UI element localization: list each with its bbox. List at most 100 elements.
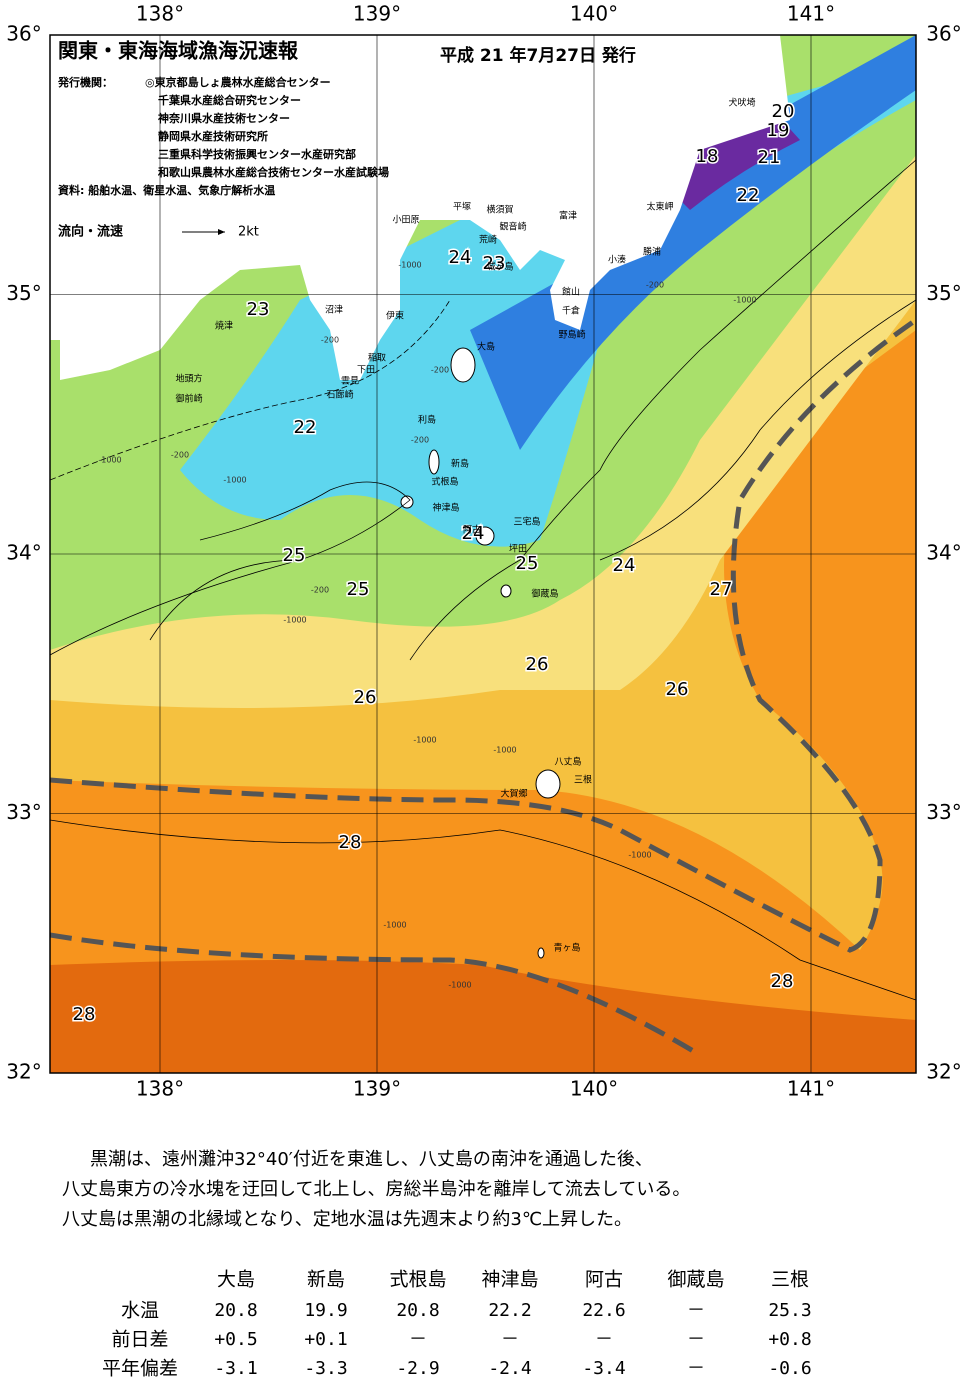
depth-label: -1000 [493,746,516,755]
table-cell: 25.3 [768,1300,811,1321]
table-cell: -2.9 [396,1358,439,1379]
lon-label-bottom: 138° [136,1077,184,1101]
commentary-line: 八丈島は黒潮の北縁域となり、定地水温は先週末より約3℃上昇した。 [62,1209,632,1230]
table-cell: － [687,1358,705,1379]
place-name: 大賀郷 [500,788,527,800]
lon-label-top: 139° [353,2,401,26]
table-cell: － [687,1300,705,1321]
map-shading [50,35,916,1073]
place-name: 焼津 [215,321,233,332]
depth-label: -200 [411,436,429,445]
place-name: 石廊崎 [326,389,353,401]
table-cell: -3.1 [214,1358,257,1379]
place-name: 新島 [451,458,469,470]
place-name: 三根 [574,774,592,786]
table-header: 阿古 [585,1269,623,1291]
place-name: 稲取 [368,352,386,364]
isotherm-label: 24 [613,555,636,576]
lon-label-top: 138° [136,2,184,26]
place-name: 式根島 [431,476,458,488]
table-header: 式根島 [389,1269,446,1291]
isotherm-label: 25 [516,553,539,574]
lon-label-top: 141° [787,2,835,26]
place-name: 横須賀 [486,204,513,216]
place-name: 荒崎 [479,234,497,246]
issuer: ◎東京都島しょ農林水産総合センター [145,75,331,89]
table-cell: 22.6 [582,1300,625,1321]
table-cell: － [687,1329,705,1350]
depth-label: -200 [321,336,339,345]
table-row-label: 平年偏差 [102,1358,178,1380]
isotherm-label: 27 [710,579,733,600]
depth-label: -1000 [223,476,246,485]
flow-label: 流向・流速 [58,224,123,240]
depth-label: -200 [646,281,664,290]
place-name: 勝浦 [643,246,661,258]
table-cell: -0.6 [768,1358,811,1379]
isotherm-label: 23 [483,253,506,274]
table-row-label: 水温 [121,1300,159,1322]
isotherm-label: 20 [772,101,795,122]
place-name: 八丈島 [554,756,581,768]
depth-label: -1000 [413,736,436,745]
table-cell: -2.4 [488,1358,531,1379]
table-cell: -3.4 [582,1358,625,1379]
place-name: 観音崎 [499,221,526,233]
lat-label-left: 34° [6,541,41,565]
place-name: 御蔵島 [531,588,558,600]
table-cell: +0.8 [768,1329,811,1350]
isotherm-label: 26 [354,687,377,708]
place-name: 城ヶ島 [486,261,513,273]
place-name: 利島 [418,414,436,426]
issuer: 和歌山県農林水産総合技術センター水産試験場 [158,165,389,179]
place-name: 下田 [357,365,375,376]
table-header: 三根 [771,1269,809,1291]
place-name: 坪田 [509,544,527,555]
isotherm-label: 18 [696,146,719,167]
table-cell: － [501,1329,519,1350]
issuer: 静岡県水産技術研究所 [158,129,268,143]
table-header: 大島 [217,1269,255,1291]
isotherm-label: 28 [771,971,794,992]
issuer-label: 発行機関： [57,75,113,89]
isotherm-label: 22 [294,417,317,438]
table-cell: +0.1 [304,1329,347,1350]
lon-label-top: 140° [570,2,618,26]
isotherm-label: 21 [758,147,781,168]
place-name: 伊東 [386,310,404,322]
place-name: 富津 [559,210,577,222]
isotherm-label: 25 [347,579,370,600]
isotherm-label: 23 [247,299,270,320]
place-name: 阿古 [463,524,481,536]
depth-label: -200 [431,366,449,375]
table-cell: 22.2 [488,1300,531,1321]
map-title: 関東・東海海域漁海況速報 [58,39,299,63]
isotherm-label: 26 [526,654,549,675]
issuer: 千葉県水産総合研究センター [158,93,301,107]
lat-label-left: 33° [6,800,41,824]
place-name: 三宅島 [513,516,540,528]
depth-label: -1000 [283,616,306,625]
lat-label-left: 35° [6,281,41,305]
data-source: 資料: 船舶水温、衛星水温、気象庁解析水温 [58,183,275,197]
table-cell: － [409,1329,427,1350]
flow-arrow-head [218,229,225,235]
graticule [50,34,916,1074]
isotherm-label: 24 [462,523,485,544]
isotherm-label: 19 [767,120,790,141]
place-name: 小湊 [608,254,626,266]
place-name: 野島崎 [558,329,585,341]
isotherm-label: 28 [73,1004,96,1025]
depth-label: -1000 [628,851,651,860]
place-name: 雲見 [341,376,359,387]
table-header: 神津島 [481,1269,538,1291]
depth-label: -1000 [448,981,471,990]
place-name: 館山 [562,286,580,298]
isotherm-label: 28 [339,832,362,853]
lat-label-right: 32° [926,1060,961,1084]
place-name: 平塚 [453,202,471,213]
commentary-line: 黒潮は、遠州灘沖32°40′付近を東進し、八丈島の南沖を通過した後、 [90,1149,653,1170]
isotherm-label: 25 [283,545,306,566]
table-header: 新島 [307,1269,345,1291]
